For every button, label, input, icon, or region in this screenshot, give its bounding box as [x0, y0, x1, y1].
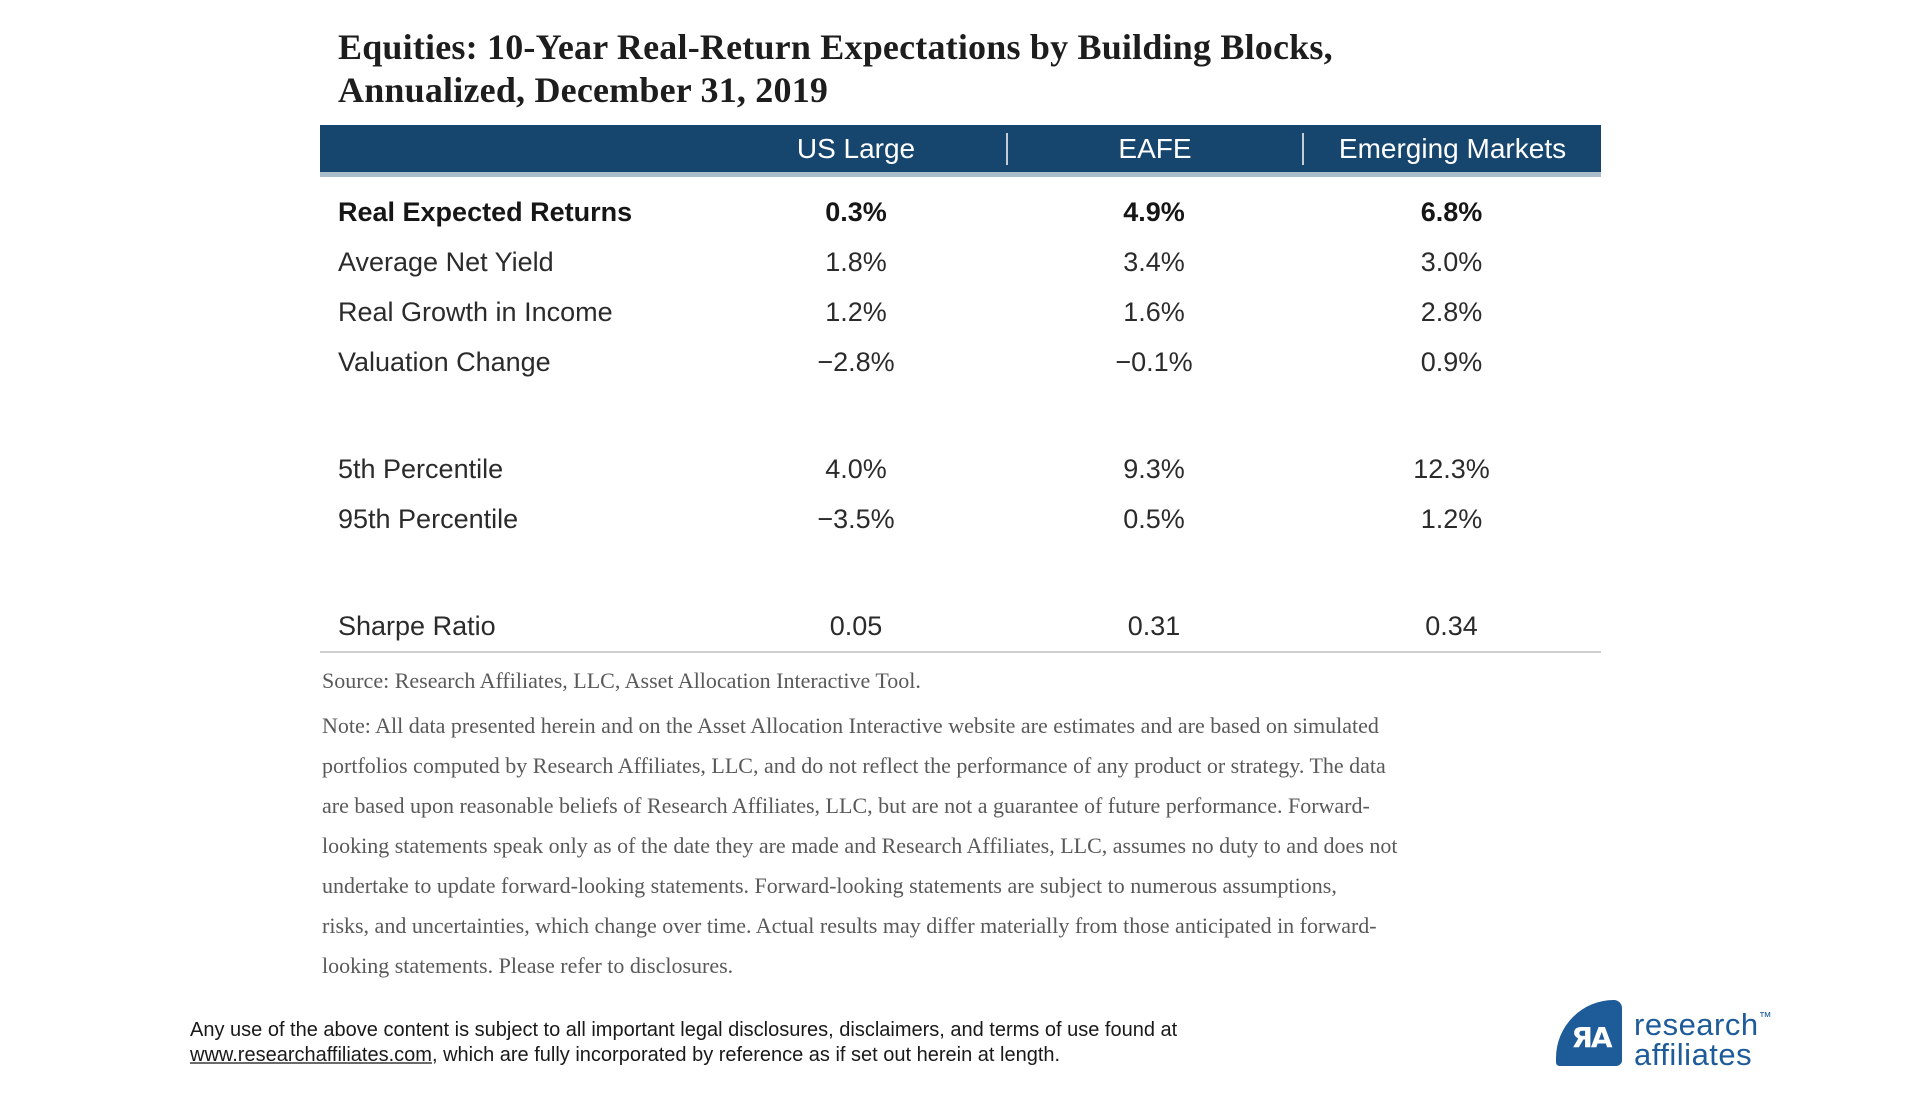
table-body: Real Expected Returns 0.3% 4.9% 6.8% Ave… — [320, 177, 1601, 653]
row-label: Sharpe Ratio — [338, 610, 496, 641]
page-title: Equities: 10-Year Real-Return Expectatio… — [338, 26, 1598, 112]
cell-value: 0.3% — [825, 196, 887, 227]
legal-disclaimer: Any use of the above content is subject … — [190, 1018, 1390, 1068]
cell-value: 0.9% — [1420, 346, 1483, 377]
cell-value: 4.9% — [1123, 196, 1185, 227]
cell-value: 1.8% — [825, 246, 887, 277]
table-row-sharpe-ratio: Sharpe Ratio 0.05 0.31 0.34 — [320, 601, 1601, 651]
disclaimer-line-2: www.researchaffiliates.com, which are fu… — [190, 1043, 1390, 1068]
cell-value: 0.34 — [1425, 610, 1478, 641]
cell-value: −2.8% — [817, 346, 895, 377]
table-row-5th-percentile: 5th Percentile 4.0% 9.3% 12.3% — [320, 444, 1601, 494]
trademark-symbol: ™ — [1758, 1009, 1772, 1024]
researchaffiliates-link[interactable]: www.researchaffiliates.com — [190, 1044, 432, 1066]
cell-value: 3.4% — [1123, 246, 1185, 277]
disclaimer-line-1: Any use of the above content is subject … — [190, 1019, 1178, 1041]
row-label: 95th Percentile — [338, 503, 519, 534]
source-line: Source: Research Affiliates, LLC, Asset … — [322, 668, 921, 693]
note-line: looking statements. Please refer to disc… — [322, 953, 734, 978]
cell-value: 3.0% — [1420, 246, 1483, 277]
table-row-valuation-change: Valuation Change −2.8% −0.1% 0.9% — [320, 337, 1601, 387]
table-header-us-large: US Large — [796, 132, 916, 164]
cell-value: 2.8% — [1420, 296, 1483, 327]
cell-value: 1.2% — [825, 296, 887, 327]
table-row-95th-percentile: 95th Percentile −3.5% 0.5% 1.2% — [320, 494, 1601, 544]
note-line: looking statements speak only as of the … — [322, 833, 1398, 858]
cell-value: 0.31 — [1127, 610, 1181, 641]
ra-monogram-text: ЯA — [1571, 1020, 1612, 1054]
ra-monogram-icon: ЯA — [1556, 1000, 1622, 1066]
table-row-real-growth-in-income: Real Growth in Income 1.2% 1.6% 2.8% — [320, 287, 1601, 337]
page-title-line-1: Equities: 10-Year Real-Return Expectatio… — [338, 27, 1333, 67]
returns-table: US Large EAFE Emerging Markets Real Expe… — [320, 125, 1601, 653]
note-line: undertake to update forward-looking stat… — [322, 873, 1337, 898]
cell-value: 9.3% — [1123, 453, 1185, 484]
cell-value: 6.8% — [1420, 196, 1483, 227]
cell-value: 4.0% — [825, 453, 887, 484]
table-header-eafe: EAFE — [1006, 132, 1302, 165]
note-line: Note: All data presented herein and on t… — [322, 713, 1379, 738]
cell-value: 12.3% — [1413, 453, 1490, 484]
table-header-row: US Large EAFE Emerging Markets — [320, 125, 1601, 177]
cell-value: −0.1% — [1115, 346, 1193, 377]
row-label: Real Growth in Income — [338, 296, 613, 327]
cell-value: 0.05 — [829, 610, 883, 641]
page-title-line-2: Annualized, December 31, 2019 — [338, 70, 829, 110]
row-label: Real Expected Returns — [338, 196, 633, 227]
table-row-average-net-yield: Average Net Yield 1.8% 3.4% 3.0% — [320, 237, 1601, 287]
logo-wordmark: research™ affiliates — [1634, 1002, 1772, 1070]
logo-wordmark-line-2: affiliates — [1634, 1037, 1753, 1072]
table-row-real-expected-returns: Real Expected Returns 0.3% 4.9% 6.8% — [320, 187, 1601, 237]
table-header-emerging-markets: Emerging Markets — [1302, 132, 1601, 165]
cell-value: 0.5% — [1123, 503, 1185, 534]
row-label: Average Net Yield — [338, 246, 554, 277]
row-label: Valuation Change — [338, 346, 551, 377]
cell-value: 1.6% — [1123, 296, 1185, 327]
table-spacer — [320, 544, 1601, 601]
note-line: are based upon reasonable beliefs of Res… — [322, 793, 1370, 818]
note-block: Note: All data presented herein and on t… — [322, 706, 1622, 986]
logo-wordmark-line-1: research™ — [1634, 1007, 1772, 1042]
disclaimer-line-2-rest: , which are fully incorporated by refere… — [431, 1044, 1061, 1066]
note-line: portfolios computed by Research Affiliat… — [322, 753, 1386, 778]
row-label: 5th Percentile — [338, 453, 504, 484]
research-affiliates-logo: ЯA research™ affiliates — [1556, 1000, 1772, 1070]
cell-value: −3.5% — [817, 503, 895, 534]
note-line: risks, and uncertainties, which change o… — [322, 913, 1377, 938]
cell-value: 1.2% — [1420, 503, 1483, 534]
table-spacer — [320, 387, 1601, 444]
